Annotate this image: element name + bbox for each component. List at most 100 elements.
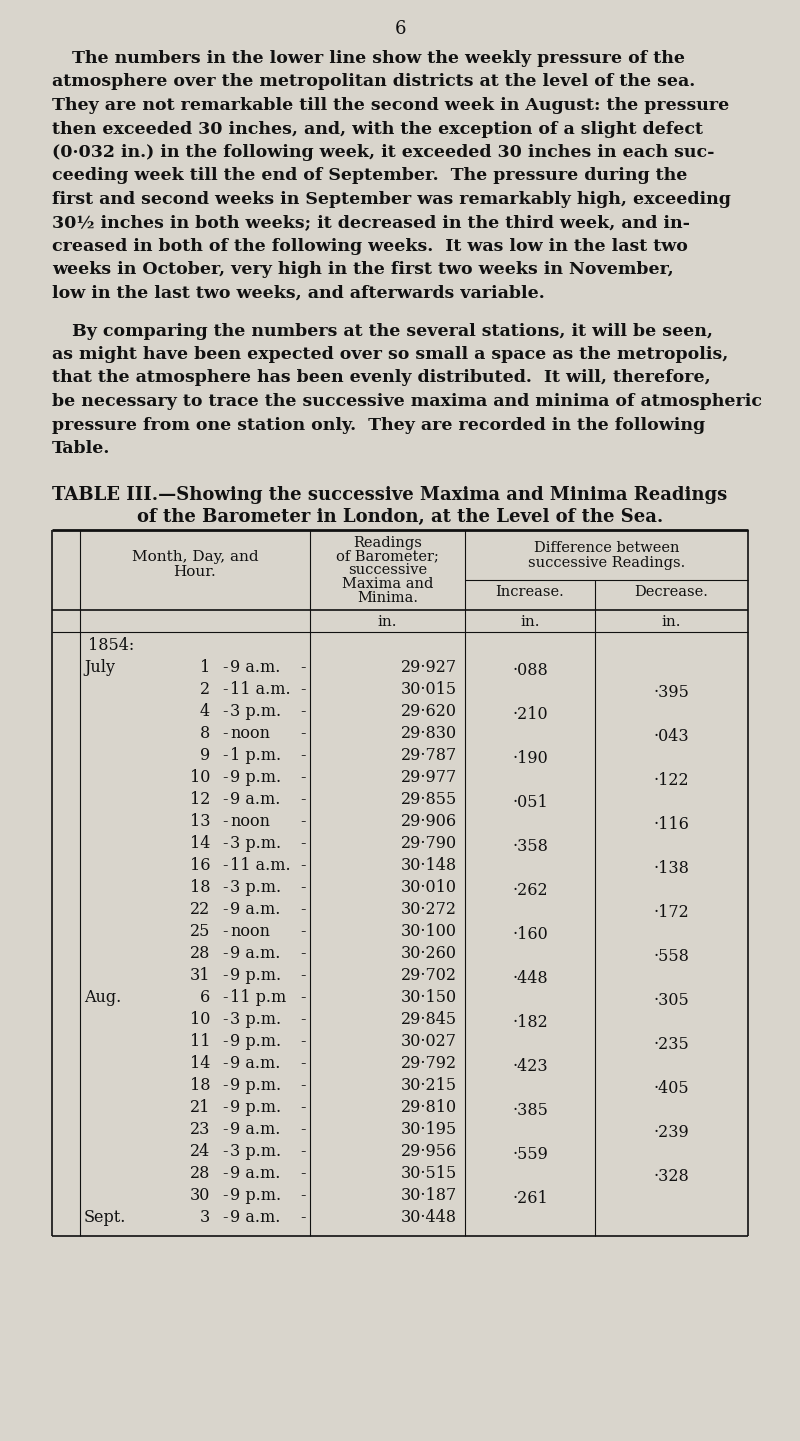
- Text: 9 a.m.: 9 a.m.: [230, 1055, 280, 1072]
- Text: -: -: [222, 814, 227, 830]
- Text: -: -: [301, 682, 306, 699]
- Text: -: -: [301, 945, 306, 963]
- Text: -: -: [301, 857, 306, 875]
- Text: ·385: ·385: [512, 1102, 548, 1120]
- Text: ·051: ·051: [512, 794, 548, 811]
- Text: 1854:: 1854:: [88, 637, 134, 654]
- Text: 29·830: 29·830: [401, 725, 457, 742]
- Text: 24: 24: [190, 1144, 210, 1160]
- Text: 9 p.m.: 9 p.m.: [230, 1078, 281, 1095]
- Text: 10: 10: [190, 1012, 210, 1029]
- Text: -: -: [222, 967, 227, 984]
- Text: -: -: [301, 902, 306, 918]
- Text: July: July: [84, 660, 115, 676]
- Text: Hour.: Hour.: [174, 565, 216, 579]
- Text: as might have been expected over so small a space as the metropolis,: as might have been expected over so smal…: [52, 346, 728, 363]
- Text: -: -: [222, 660, 227, 676]
- Text: 10: 10: [190, 769, 210, 787]
- Text: low in the last two weeks, and afterwards variable.: low in the last two weeks, and afterward…: [52, 285, 545, 303]
- Text: in.: in.: [520, 615, 540, 630]
- Text: -: -: [222, 703, 227, 720]
- Text: ·043: ·043: [654, 728, 690, 745]
- Text: 8: 8: [200, 725, 210, 742]
- Text: ·122: ·122: [654, 772, 690, 790]
- Text: -: -: [222, 902, 227, 918]
- Text: 30·150: 30·150: [401, 990, 457, 1006]
- Text: -: -: [301, 703, 306, 720]
- Text: 4: 4: [200, 703, 210, 720]
- Text: -: -: [222, 1144, 227, 1160]
- Text: 18: 18: [190, 879, 210, 896]
- Text: -: -: [222, 857, 227, 875]
- Text: -: -: [222, 879, 227, 896]
- Text: ·088: ·088: [512, 661, 548, 679]
- Text: -: -: [301, 990, 306, 1006]
- Text: -: -: [222, 1166, 227, 1183]
- Text: ·395: ·395: [654, 684, 690, 700]
- Text: ·190: ·190: [512, 749, 548, 767]
- Text: 9 p.m.: 9 p.m.: [230, 1033, 281, 1050]
- Text: ·160: ·160: [512, 927, 548, 942]
- Text: 29·927: 29·927: [401, 660, 457, 676]
- Text: 1 p.m.: 1 p.m.: [230, 748, 281, 765]
- Text: -: -: [222, 748, 227, 765]
- Text: 25: 25: [190, 924, 210, 941]
- Text: 9 a.m.: 9 a.m.: [230, 1166, 280, 1183]
- Text: that the atmosphere has been evenly distributed.  It will, therefore,: that the atmosphere has been evenly dist…: [52, 369, 710, 386]
- Text: 3 p.m.: 3 p.m.: [230, 1144, 281, 1160]
- Text: Month, Day, and: Month, Day, and: [132, 549, 258, 563]
- Text: 29·702: 29·702: [401, 967, 457, 984]
- Text: -: -: [301, 1121, 306, 1138]
- Text: -: -: [301, 814, 306, 830]
- Text: 29·620: 29·620: [401, 703, 457, 720]
- Text: 3 p.m.: 3 p.m.: [230, 703, 281, 720]
- Text: -: -: [222, 682, 227, 699]
- Text: Difference between: Difference between: [534, 542, 679, 555]
- Text: 30·010: 30·010: [401, 879, 457, 896]
- Text: 28: 28: [190, 1166, 210, 1183]
- Text: noon: noon: [230, 814, 270, 830]
- Text: ·182: ·182: [512, 1014, 548, 1030]
- Text: 30·187: 30·187: [401, 1187, 457, 1205]
- Text: 3 p.m.: 3 p.m.: [230, 879, 281, 896]
- Text: pressure from one station only.  They are recorded in the following: pressure from one station only. They are…: [52, 416, 705, 434]
- Text: -: -: [301, 791, 306, 808]
- Text: 29·792: 29·792: [401, 1055, 457, 1072]
- Text: The numbers in the lower line show the weekly pressure of the: The numbers in the lower line show the w…: [72, 50, 685, 66]
- Text: 6: 6: [200, 990, 210, 1006]
- Text: -: -: [222, 1055, 227, 1072]
- Text: 30·260: 30·260: [401, 945, 457, 963]
- Text: 11 a.m.: 11 a.m.: [230, 682, 290, 699]
- Text: 21: 21: [190, 1099, 210, 1117]
- Text: -: -: [222, 1187, 227, 1205]
- Text: ·305: ·305: [654, 991, 690, 1009]
- Text: Decrease.: Decrease.: [634, 585, 709, 598]
- Text: 3 p.m.: 3 p.m.: [230, 836, 281, 853]
- Text: 16: 16: [190, 857, 210, 875]
- Text: ·358: ·358: [512, 839, 548, 855]
- Text: 3: 3: [200, 1209, 210, 1226]
- Text: noon: noon: [230, 924, 270, 941]
- Text: ·448: ·448: [512, 970, 548, 987]
- Text: ·405: ·405: [654, 1079, 690, 1097]
- Text: -: -: [222, 836, 227, 853]
- Text: Increase.: Increase.: [496, 585, 564, 598]
- Text: -: -: [301, 725, 306, 742]
- Text: ·559: ·559: [512, 1146, 548, 1163]
- Text: ·239: ·239: [654, 1124, 690, 1141]
- Text: -: -: [222, 725, 227, 742]
- Text: Aug.: Aug.: [84, 990, 122, 1006]
- Text: 29·790: 29·790: [401, 836, 457, 853]
- Text: -: -: [301, 879, 306, 896]
- Text: 11: 11: [190, 1033, 210, 1050]
- Text: 14: 14: [190, 836, 210, 853]
- Text: 3 p.m.: 3 p.m.: [230, 1012, 281, 1029]
- Text: weeks in October, very high in the first two weeks in November,: weeks in October, very high in the first…: [52, 261, 674, 278]
- Text: 30·015: 30·015: [401, 682, 457, 699]
- Text: -: -: [301, 1166, 306, 1183]
- Text: -: -: [301, 924, 306, 941]
- Text: ·423: ·423: [512, 1058, 548, 1075]
- Text: (0·032 in.) in the following week, it exceeded 30 inches in each suc-: (0·032 in.) in the following week, it ex…: [52, 144, 714, 161]
- Text: 11 a.m.: 11 a.m.: [230, 857, 290, 875]
- Text: 30·515: 30·515: [401, 1166, 457, 1183]
